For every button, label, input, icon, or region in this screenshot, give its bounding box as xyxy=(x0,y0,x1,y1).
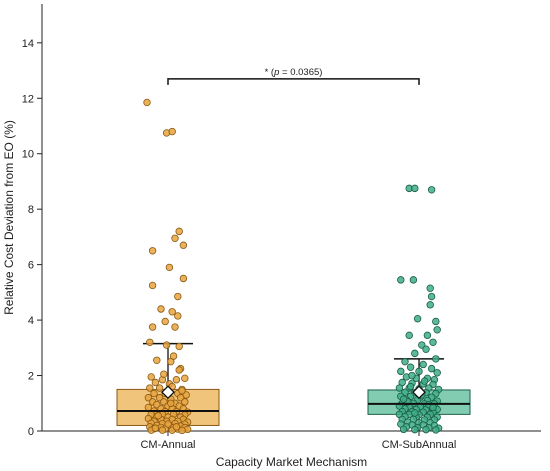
data-point xyxy=(406,382,415,391)
data-point xyxy=(172,376,181,384)
data-point xyxy=(397,276,405,284)
y-tick-label: 8 xyxy=(28,204,34,216)
data-point xyxy=(422,425,430,434)
data-point xyxy=(146,338,154,346)
y-tick-label: 4 xyxy=(28,315,34,327)
data-point xyxy=(148,323,157,331)
data-point xyxy=(427,186,436,194)
y-tick-label: 0 xyxy=(28,426,34,438)
data-point xyxy=(429,403,437,412)
data-point xyxy=(432,355,440,363)
data-point xyxy=(175,342,183,351)
data-point xyxy=(160,370,168,378)
data-point xyxy=(179,241,188,249)
data-point xyxy=(175,366,183,374)
data-point xyxy=(162,341,171,349)
data-point xyxy=(178,426,186,435)
data-point xyxy=(426,301,434,309)
data-point xyxy=(433,326,441,334)
data-point xyxy=(148,281,157,290)
data-point xyxy=(175,227,183,236)
data-point xyxy=(153,356,161,364)
data-point xyxy=(181,398,189,406)
data-point xyxy=(411,425,419,434)
y-axis-title: Relative Cost Deviation from EO (%) xyxy=(2,120,16,315)
data-point xyxy=(148,247,157,255)
mean-marker xyxy=(161,385,175,400)
y-tick-label: 14 xyxy=(22,38,34,50)
data-point xyxy=(401,357,409,366)
data-point xyxy=(146,384,154,392)
data-point xyxy=(397,367,405,376)
data-point xyxy=(399,425,408,434)
data-point xyxy=(395,384,404,392)
data-point xyxy=(168,308,176,316)
data-point xyxy=(406,363,415,371)
data-point xyxy=(169,352,178,360)
significance-label: * (p = 0.0365) xyxy=(265,67,323,78)
data-point xyxy=(181,374,189,383)
data-point xyxy=(167,399,175,407)
data-point xyxy=(427,292,436,301)
y-tick-label: 2 xyxy=(28,371,34,383)
y-tick-label: 6 xyxy=(28,260,34,272)
mean-marker xyxy=(412,385,426,400)
data-point xyxy=(413,315,422,323)
data-point xyxy=(174,312,182,320)
data-point xyxy=(147,373,155,381)
data-point xyxy=(164,420,172,428)
data-point xyxy=(158,426,167,434)
data-point xyxy=(155,384,164,392)
data-point xyxy=(157,305,165,313)
x-tick-label: CM-SubAnnual xyxy=(382,439,457,451)
x-axis-title: Capacity Market Mechanism xyxy=(216,455,367,469)
data-point xyxy=(143,98,151,107)
data-point xyxy=(409,276,418,284)
data-point xyxy=(174,292,182,301)
data-point xyxy=(420,377,429,385)
data-point xyxy=(423,331,432,340)
y-tick-label: 10 xyxy=(22,149,34,161)
data-point xyxy=(433,369,441,377)
data-point xyxy=(161,317,169,326)
x-tick-label: CM-Annual xyxy=(140,439,195,451)
data-point xyxy=(415,367,423,376)
data-point xyxy=(408,371,416,380)
data-point xyxy=(172,423,181,431)
data-point xyxy=(427,364,436,373)
data-point xyxy=(432,317,440,326)
data-point xyxy=(405,331,413,340)
data-point xyxy=(179,274,188,283)
data-point xyxy=(154,412,162,420)
data-point xyxy=(178,387,186,395)
data-point xyxy=(411,184,419,193)
data-point xyxy=(151,378,160,387)
data-point xyxy=(151,424,160,432)
data-point xyxy=(165,263,174,272)
data-point xyxy=(429,338,437,346)
data-point xyxy=(171,323,179,331)
significance-bracket xyxy=(167,78,420,85)
data-point xyxy=(419,360,427,369)
data-point xyxy=(399,395,408,403)
data-point xyxy=(411,349,419,358)
data-point xyxy=(171,234,179,242)
y-tick-label: 12 xyxy=(22,93,34,105)
data-point xyxy=(422,345,430,353)
data-point xyxy=(168,127,176,136)
data-point xyxy=(426,284,434,292)
data-point xyxy=(150,389,158,398)
data-point xyxy=(411,409,419,417)
data-point xyxy=(432,426,440,434)
